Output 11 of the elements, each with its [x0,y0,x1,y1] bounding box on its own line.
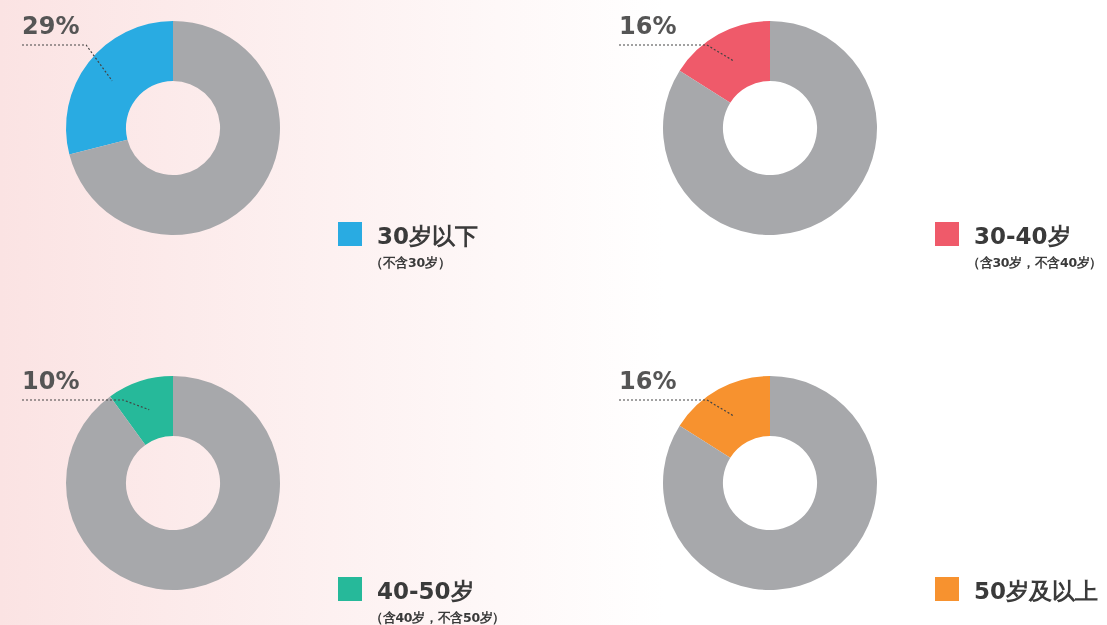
text: （含30岁，不含40岁） [967,255,1103,270]
legend-label: 30岁以下 [377,223,479,249]
data-label: 16% [619,367,677,395]
data-label: 16% [619,12,677,40]
data-label: 29% [22,12,80,40]
text: （不含30岁） [370,255,451,270]
legend-label: 40-50岁 [377,578,474,604]
text: （含40岁，不含50岁） [370,610,506,625]
data-label: 10% [22,367,80,395]
legend-label: 30-40岁 [974,223,1071,249]
legend-label: 50岁及以上 [974,578,1099,604]
